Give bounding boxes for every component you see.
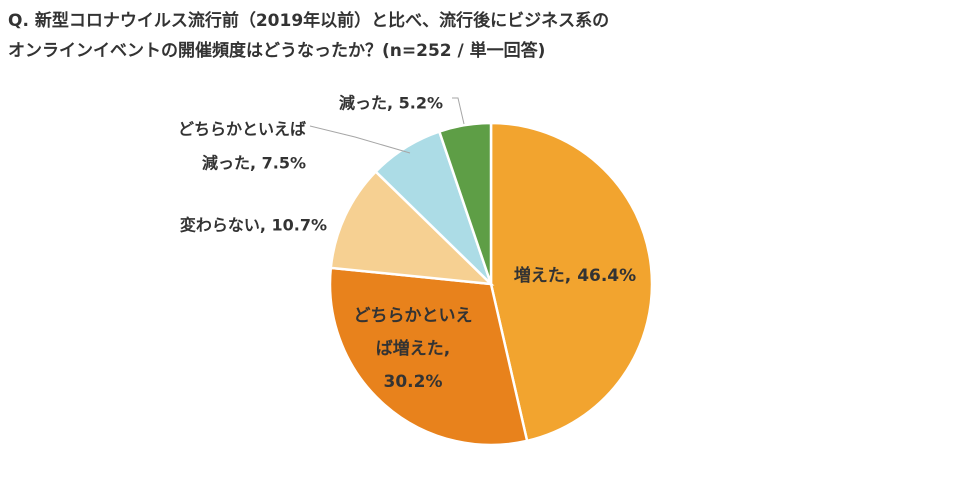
slice-label-4-line-1: どちらかといえば — [178, 120, 306, 139]
slice-label-2-line-3: 30.2% — [384, 372, 443, 392]
leader-line-5 — [452, 97, 465, 125]
pie-slice-1 — [489, 121, 654, 443]
pie-slice-5 — [437, 121, 493, 285]
slice-label-2-line-1: どちらかといえ — [354, 306, 473, 326]
pie-slice-2 — [328, 266, 529, 447]
slice-label-2-line-2: ば増えた, — [376, 338, 450, 359]
chart-title: Q. 新型コロナウイルス流行前（2019年以前）と比べ、流行後にビジネス系の オ… — [8, 6, 908, 66]
slice-label-4-line-2: 減った, 7.5% — [202, 154, 306, 173]
slice-label-5-line-1: 減った, 5.2% — [339, 94, 443, 113]
slice-label-3-line-1: 変わらない, 10.7% — [180, 216, 327, 235]
pie-slice-3 — [329, 169, 495, 286]
chart-title-line-1: Q. 新型コロナウイルス流行前（2019年以前）と比べ、流行後にビジネス系の — [8, 11, 610, 31]
chart-title-line-2: オンラインイベントの開催頻度はどうなったか？(n=252 / 単一回答) — [8, 41, 546, 61]
leader-line-4 — [309, 125, 411, 154]
slice-label-1-line-1: 増えた, 46.4% — [514, 265, 636, 286]
